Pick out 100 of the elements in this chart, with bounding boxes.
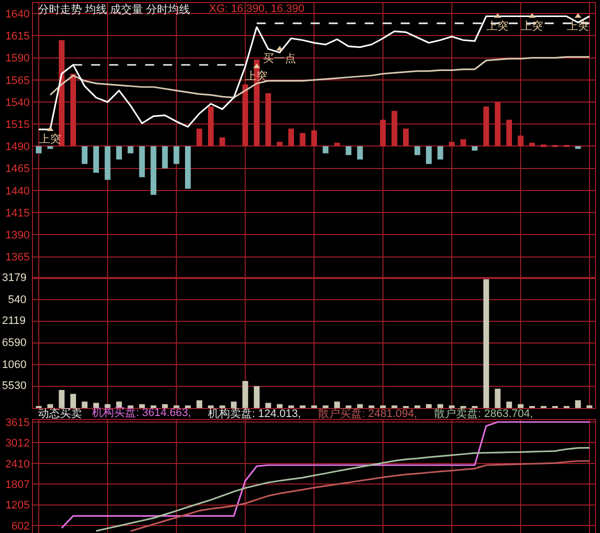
bar xyxy=(334,142,340,146)
bar xyxy=(540,144,546,147)
text: 540 xyxy=(8,294,26,306)
text: 2119 xyxy=(2,315,26,327)
bar xyxy=(357,404,363,408)
bar xyxy=(208,106,214,146)
y-tick-label: 1465 xyxy=(5,163,30,176)
bar xyxy=(494,388,501,408)
bar xyxy=(70,394,76,408)
line-series xyxy=(130,460,590,532)
y-tick-label: 1590 xyxy=(5,52,30,65)
y-tick-label: 1540 xyxy=(5,96,30,109)
bar xyxy=(47,404,54,408)
y-tick-label: 1565 xyxy=(5,74,30,87)
bar xyxy=(368,405,374,408)
bar xyxy=(518,404,524,408)
data-label: 上突 xyxy=(521,19,544,32)
bar xyxy=(116,146,122,160)
legend-label: 机构卖盘: 124.013, xyxy=(208,407,301,420)
y-tick-label: 2410 xyxy=(5,458,30,470)
bar xyxy=(196,128,202,146)
bar xyxy=(575,400,581,408)
bar xyxy=(265,93,272,146)
bar xyxy=(448,405,455,408)
bar xyxy=(426,404,432,408)
bar xyxy=(575,146,581,149)
text: 3179 xyxy=(2,272,26,284)
bar xyxy=(104,404,110,408)
bar xyxy=(82,402,88,408)
bar xyxy=(300,132,306,146)
bar xyxy=(185,405,191,408)
bar xyxy=(426,146,432,164)
y-tick-label: 1515 xyxy=(5,118,30,131)
bar xyxy=(392,405,398,408)
bar xyxy=(357,146,363,160)
bar xyxy=(346,146,352,156)
data-label: 上突 xyxy=(566,19,589,32)
bar xyxy=(47,146,54,149)
y-tick-label: 1807 xyxy=(5,478,30,491)
bar xyxy=(322,405,328,408)
bar xyxy=(403,128,409,146)
text: 散户买盘: 2481.094, xyxy=(318,407,418,420)
bar xyxy=(82,146,88,164)
bar xyxy=(219,137,226,146)
bar xyxy=(288,405,294,408)
text: 6590 xyxy=(2,337,26,349)
bar xyxy=(483,106,490,146)
bar xyxy=(380,405,386,408)
text: 5530 xyxy=(2,380,26,392)
y-tick-label: 1440 xyxy=(5,185,30,198)
bar xyxy=(437,146,444,160)
y-tick-label: 3615 xyxy=(5,416,30,429)
bar xyxy=(162,404,168,408)
point xyxy=(574,13,582,18)
bar xyxy=(529,142,535,146)
line-series xyxy=(95,446,590,532)
bar xyxy=(104,146,110,180)
bar xyxy=(36,146,42,154)
y-tick-label: 1390 xyxy=(5,230,30,242)
bar xyxy=(208,405,214,408)
y-tick-label: 1365 xyxy=(5,252,30,264)
bar xyxy=(185,146,191,189)
y-tick-label: 1615 xyxy=(5,30,30,43)
bar xyxy=(242,380,248,408)
bar xyxy=(242,84,248,146)
bar xyxy=(380,120,386,146)
bar xyxy=(150,405,156,408)
bar xyxy=(288,128,294,146)
bar xyxy=(414,405,420,408)
y-tick-label: 1415 xyxy=(5,207,30,220)
bar xyxy=(196,400,202,408)
bar xyxy=(586,405,592,408)
bar xyxy=(494,102,501,146)
bar xyxy=(265,402,272,408)
bar xyxy=(392,110,398,146)
line-series xyxy=(60,421,590,529)
text: 机构买盘: 3614.663, xyxy=(92,407,192,419)
bar xyxy=(128,146,134,154)
data-label: 上突 xyxy=(486,19,509,32)
bar xyxy=(174,146,180,164)
text: 1060 xyxy=(2,359,26,371)
bar xyxy=(93,146,99,173)
y-tick-label: 3012 xyxy=(5,438,30,450)
chart-title: 动态买卖 xyxy=(38,407,82,420)
bar xyxy=(483,279,490,408)
y-tick-label: 1640 xyxy=(5,8,30,20)
bar xyxy=(254,386,260,408)
bar xyxy=(518,136,524,146)
bar xyxy=(93,402,99,408)
bar xyxy=(472,146,478,151)
bar xyxy=(506,120,512,146)
bar xyxy=(139,404,145,408)
bar xyxy=(174,405,180,408)
bar xyxy=(150,146,156,195)
bar xyxy=(128,405,134,408)
bar xyxy=(139,146,145,178)
y-tick-label: 1205 xyxy=(5,500,30,512)
bar xyxy=(437,404,444,408)
bar xyxy=(311,405,317,408)
bar xyxy=(346,405,352,408)
